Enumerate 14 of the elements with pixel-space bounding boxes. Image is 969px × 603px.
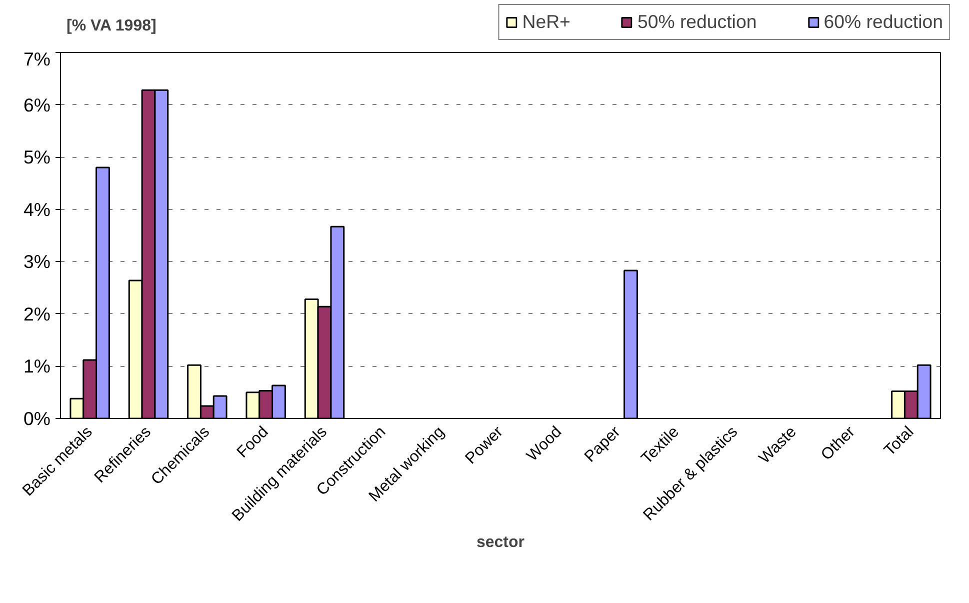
y-tick-label: 5% xyxy=(24,146,51,168)
y-tick-label: 2% xyxy=(24,303,51,324)
bar xyxy=(624,270,638,418)
legend-label: NeR+ xyxy=(522,11,570,33)
y-tick-label: 0% xyxy=(24,408,51,429)
y-tick-label: 3% xyxy=(24,251,51,272)
y-tick-label: 4% xyxy=(24,198,51,220)
y-tick-label: 1% xyxy=(24,356,51,377)
x-axis-title: sector xyxy=(476,534,525,551)
y-tick-label: 6% xyxy=(24,94,51,116)
legend-label: 50% reduction xyxy=(637,11,757,33)
y-axis-title: [% VA 1998] xyxy=(66,18,156,34)
legend-label: 60% reduction xyxy=(824,11,943,33)
y-tick-label: 7% xyxy=(24,48,51,70)
